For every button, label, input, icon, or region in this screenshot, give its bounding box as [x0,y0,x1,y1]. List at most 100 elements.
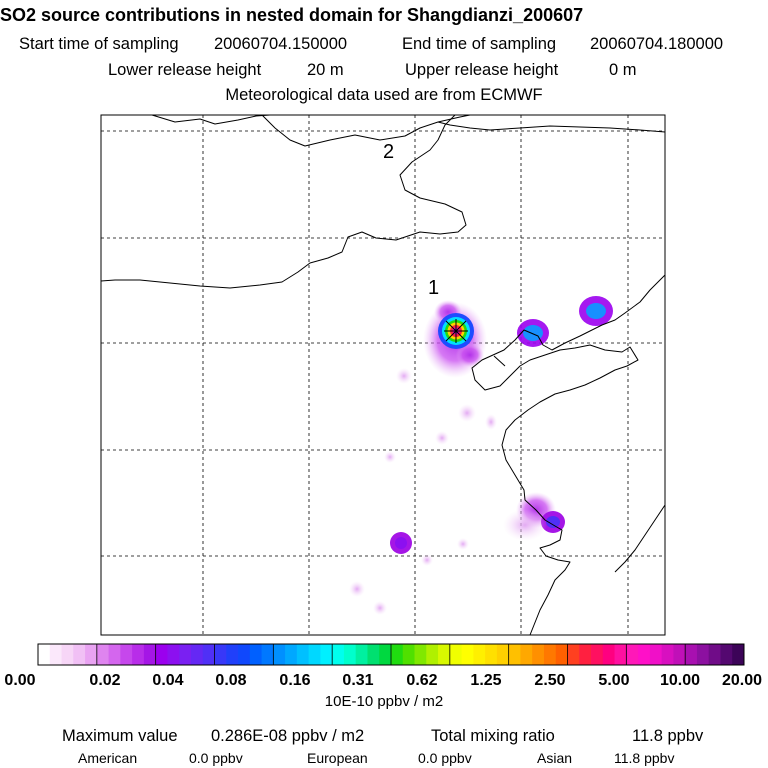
colorbar-swatch [49,644,62,665]
max-value-label: Maximum value [62,727,178,745]
colorbar-swatch [391,644,404,665]
colorbar [37,643,745,666]
colorbar-swatch [38,644,51,665]
colorbar-border [37,643,745,666]
end-time-label: End time of sampling [402,35,557,53]
colorbar-swatch [343,644,357,665]
colorbar-swatch [720,644,733,665]
start-time-value: 20060704.150000 [214,35,348,53]
upper-release-value: 0 m [609,61,637,79]
colorbar-tick-label: 0.00 [4,672,35,689]
colorbar-swatch [414,644,427,665]
colorbar-swatch [190,644,204,665]
colorbar-swatch [155,644,168,665]
asian-label: Asian [537,750,573,766]
colorbar-swatch [732,644,745,665]
american-value: 0.0 ppbv [189,750,243,766]
colorbar-tick-label: 2.50 [534,672,565,689]
american-label: American [78,750,138,766]
colorbar-swatch [614,644,627,665]
figure-title: SO2 source contributions in nested domai… [0,5,584,25]
map-frame [100,114,666,636]
colorbar-swatch [73,644,86,665]
site-label-1: 1 [428,277,439,299]
colorbar-swatch [143,644,157,665]
colorbar-swatch [320,644,333,665]
colorbar-swatch [355,644,368,665]
colorbar-swatch [649,644,663,665]
colorbar-tick-label: 0.08 [215,672,246,689]
colorbar-swatch [602,644,615,665]
total-mixing-value: 11.8 ppbv [632,727,704,745]
colorbar-swatch [532,644,545,665]
colorbar-swatch [96,644,109,665]
european-value: 0.0 ppbv [418,750,472,766]
concentration-plumes [349,296,613,615]
colorbar-swatch [226,644,239,665]
colorbar-unit: 10E-10 ppbv / m2 [324,693,444,710]
colorbar-swatch [449,644,462,665]
colorbar-tick-label: 1.25 [470,672,501,689]
colorbar-swatch [108,644,121,665]
colorbar-swatch [708,644,721,665]
colorbar-swatch [120,644,133,665]
colorbar-swatch [638,644,651,665]
colorbar-swatch [673,644,686,665]
colorbar-swatch [308,644,321,665]
european-label: European [307,750,368,766]
colorbar-swatch [402,644,415,665]
colorbar-swatch [238,644,251,665]
colorbar-swatch [367,644,380,665]
colorbar-swatch [426,644,439,665]
colorbar-swatch [685,644,698,665]
colorbar-swatch [249,644,262,665]
colorbar-tick-label: 10.00 [660,672,700,689]
colorbar-tick-label: 0.04 [152,672,183,689]
colorbar-swatch [202,644,215,665]
colorbar-swatch [85,644,98,665]
colorbar-swatch [485,644,498,665]
colorbar-swatch [273,644,286,665]
site-label-2: 2 [383,141,394,163]
colorbar-swatch [332,644,345,665]
colorbar-swatch [261,644,274,665]
colorbar-tick-label: 20.00 [722,672,762,689]
colorbar-swatch [661,644,674,665]
lower-release-label: Lower release height [108,61,262,79]
colorbar-swatch [461,644,474,665]
colorbar-swatch [214,644,227,665]
colorbar-swatch [555,644,568,665]
max-value: 0.286E-08 ppbv / m2 [211,727,365,745]
colorbar-swatch [379,644,392,665]
colorbar-swatch [508,644,521,665]
coastlines [100,114,666,636]
colorbar-tick-label: 0.02 [89,672,120,689]
lower-release-value: 20 m [307,61,344,79]
colorbar-swatch [567,644,580,665]
colorbar-tick-labels: 0.00 0.02 0.04 0.08 0.16 0.31 0.62 1.25 … [4,672,762,689]
colorbar-swatch [520,644,533,665]
colorbar-swatch [167,644,180,665]
colorbar-swatch [438,644,451,665]
map-gridlines [101,115,665,635]
site-1-marker [444,319,468,343]
colorbar-swatch [591,644,604,665]
colorbar-tick-label: 0.31 [342,672,373,689]
met-data-note: Meteorological data used are from ECMWF [225,86,543,104]
colorbar-swatch [179,644,192,665]
start-time-label: Start time of sampling [19,35,179,53]
colorbar-tick-label: 5.00 [598,672,629,689]
colorbar-swatch [132,644,145,665]
colorbar-tick-label: 0.62 [406,672,437,689]
asian-value: 11.8 ppbv [614,750,675,766]
upper-release-label: Upper release height [405,61,559,79]
total-mixing-label: Total mixing ratio [431,727,555,745]
colorbar-swatch [61,644,74,665]
colorbar-swatch [543,644,557,665]
colorbar-swatch [296,644,310,665]
colorbar-swatch [696,644,710,665]
colorbar-tick-label: 0.16 [279,672,310,689]
colorbar-swatch [579,644,592,665]
colorbar-swatch [285,644,298,665]
